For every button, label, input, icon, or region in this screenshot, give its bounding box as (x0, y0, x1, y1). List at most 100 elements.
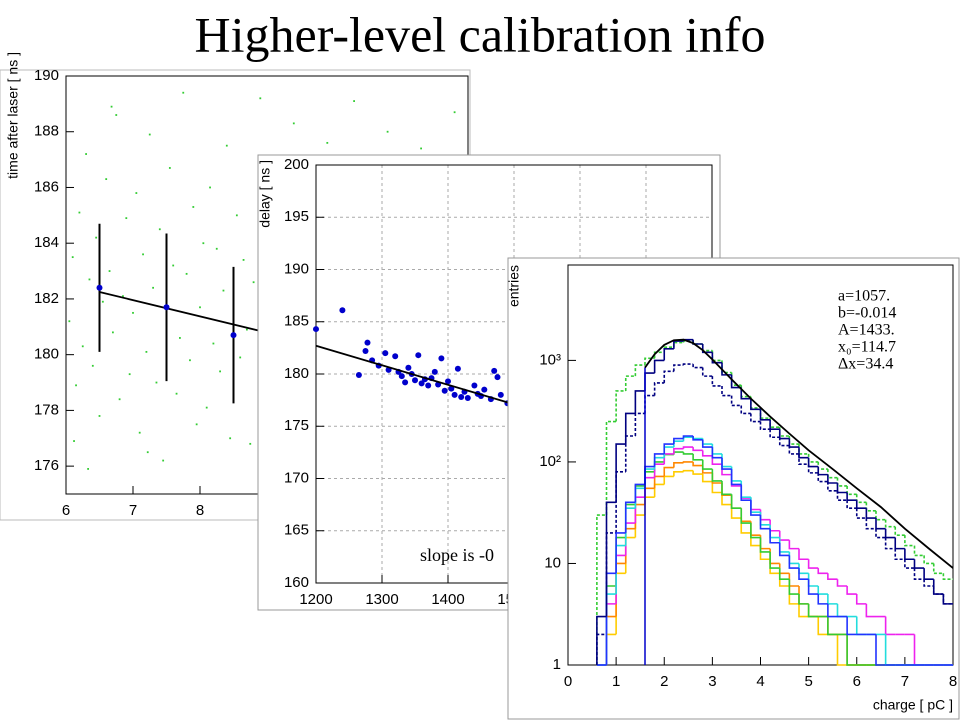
histogram-bin (769, 528, 780, 544)
histogram-bin (634, 364, 645, 377)
y-tick-label: 190 (284, 260, 309, 277)
point (497, 391, 504, 398)
y-tick-label: 195 (284, 208, 309, 225)
histogram-bin (798, 548, 809, 561)
histogram-bin (788, 445, 799, 455)
point (205, 406, 208, 409)
histogram-bin (750, 500, 761, 516)
y-tick-label: 200 (284, 156, 309, 173)
point (88, 278, 91, 281)
point (339, 307, 346, 314)
histogram-bin (923, 579, 934, 587)
histogram-bin (865, 508, 876, 519)
fit-parameter: A=1433. (838, 322, 895, 339)
point (108, 270, 111, 272)
histogram-bin (740, 484, 751, 501)
y-tick-label: 186 (34, 178, 59, 195)
point (185, 272, 188, 275)
histogram-bin (759, 421, 771, 431)
point (491, 367, 498, 374)
histogram-bin (798, 444, 809, 455)
point (402, 379, 409, 386)
histogram-bin (923, 568, 934, 580)
histogram-bin (750, 523, 761, 539)
point (405, 364, 412, 371)
histogram-bin (653, 382, 665, 396)
point (425, 382, 432, 389)
histogram-bin (904, 535, 915, 547)
histogram-bin (682, 435, 694, 439)
histogram-bin (855, 594, 867, 605)
plot-frame (567, 264, 954, 666)
histogram-bin (884, 528, 896, 539)
mean-point (96, 284, 103, 291)
point (122, 295, 124, 298)
point (431, 368, 438, 375)
histogram-bin (932, 579, 944, 595)
point (73, 440, 75, 442)
point (212, 342, 215, 345)
histogram-bin (932, 563, 944, 575)
histogram-bin (865, 518, 876, 530)
point (415, 352, 422, 359)
histogram-bin (615, 532, 626, 574)
histogram-bin (846, 485, 857, 496)
histogram-bin (673, 447, 684, 454)
x-tick-label: 1300 (365, 591, 398, 608)
histogram-bin (788, 438, 799, 448)
point (249, 442, 252, 445)
point (152, 286, 154, 289)
histogram-bin (904, 559, 915, 569)
histogram-bin (827, 469, 838, 479)
histogram-bin (673, 462, 684, 468)
point (420, 147, 422, 150)
histogram-bin (682, 469, 694, 472)
fit-parameter: b=-0.014 (838, 305, 896, 322)
histogram-bin (778, 542, 790, 557)
histogram-bin (730, 504, 742, 519)
x-tick-label: 3 (708, 673, 716, 690)
histogram-bin (721, 492, 732, 506)
y-tick-label: 190 (34, 67, 59, 84)
histogram-bin (904, 548, 915, 561)
point (242, 259, 245, 261)
histogram-bin (663, 370, 674, 383)
point (68, 320, 71, 323)
histogram-bin (875, 510, 886, 521)
histogram-bin (711, 447, 722, 459)
histogram-bin (827, 573, 838, 580)
histogram-bin (884, 519, 896, 528)
y-axis-label: time after laser [ ns ] (5, 52, 21, 179)
histogram-bin (701, 450, 713, 457)
y-tick-label: 160 (284, 574, 309, 591)
histogram-bin (807, 457, 819, 468)
histogram-bin (817, 568, 828, 575)
histogram-bin (855, 508, 867, 519)
point (192, 206, 195, 208)
point (382, 350, 389, 357)
y-tick-label: 10² (539, 453, 561, 470)
histogram-bin (788, 579, 799, 595)
histogram-bin (913, 568, 925, 580)
histogram-bin (711, 469, 722, 482)
point (353, 100, 355, 102)
point (464, 395, 471, 402)
histogram-bin (836, 579, 848, 587)
histogram-bin (701, 344, 713, 354)
y-tick-label: 10³ (539, 351, 561, 368)
histogram-bin (663, 443, 674, 454)
histogram-bin (644, 357, 655, 366)
point (128, 373, 131, 376)
histogram-bin (682, 446, 694, 449)
histogram-bin (701, 474, 713, 483)
histogram-bin (884, 537, 896, 550)
point (112, 331, 114, 334)
histogram-bin (827, 616, 838, 636)
point (158, 228, 161, 231)
histogram-bin (788, 540, 799, 550)
histogram-bin (769, 429, 780, 439)
x-tick-label: 0 (564, 673, 572, 690)
histogram-bin (913, 545, 925, 557)
y-tick-label: 175 (284, 417, 309, 434)
